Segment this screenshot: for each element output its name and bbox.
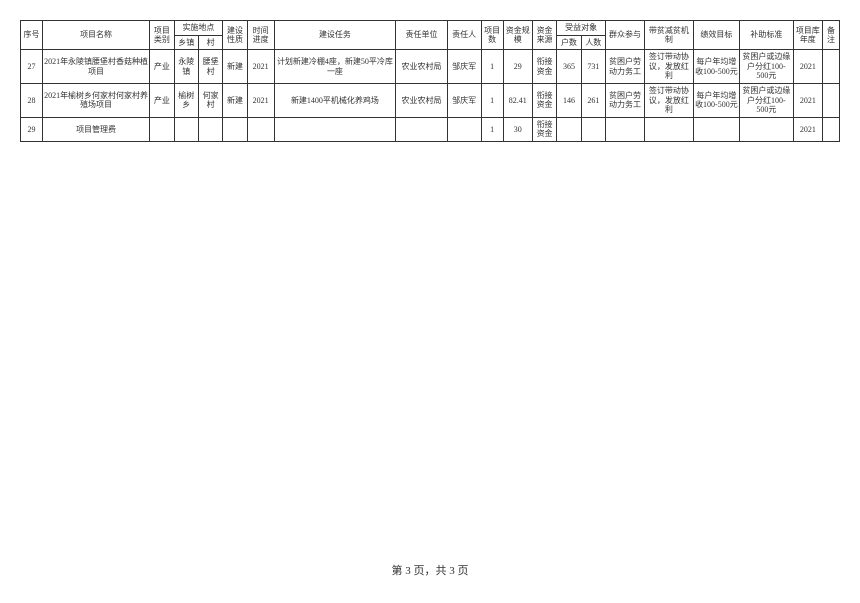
cell-year: 2021 (793, 117, 822, 141)
header-households: 户数 (557, 35, 581, 50)
cell-count: 1 (481, 117, 503, 141)
cell-source: 衔接资金 (532, 83, 556, 117)
cell-village (198, 117, 222, 141)
header-nature: 建设性质 (223, 21, 247, 50)
cell-people (581, 117, 605, 141)
cell-nature: 新建 (223, 50, 247, 84)
header-count: 项目数 (481, 21, 503, 50)
cell-task: 计划新建冷棚4座，新建50平冷库一座 (274, 50, 396, 84)
cell-village: 何家村 (198, 83, 222, 117)
cell-remark (822, 117, 839, 141)
cell-category (150, 117, 174, 141)
cell-performance: 每户年均增收100-500元 (693, 50, 739, 84)
cell-time (247, 117, 274, 141)
header-location: 实施地点 (174, 21, 223, 36)
header-beneficiary: 受益对象 (557, 21, 606, 36)
cell-respperson: 邹庆军 (447, 83, 481, 117)
cell-year: 2021 (793, 50, 822, 84)
header-task: 建设任务 (274, 21, 396, 50)
header-year: 项目库年度 (793, 21, 822, 50)
cell-respunit (396, 117, 447, 141)
cell-scale: 29 (503, 50, 532, 84)
cell-subsidy: 贫困户或边缘户分红100-500元 (740, 83, 794, 117)
cell-participation (606, 117, 645, 141)
cell-time: 2021 (247, 50, 274, 84)
cell-source: 衔接资金 (532, 50, 556, 84)
header-subsidy: 补助标准 (740, 21, 794, 50)
header-scale: 资金规模 (503, 21, 532, 50)
cell-task (274, 117, 396, 141)
cell-name: 项目管理费 (42, 117, 149, 141)
header-respperson: 责任人 (447, 21, 481, 50)
table-header: 序号 项目名称 项目类别 实施地点 建设性质 时间进度 建设任务 责任单位 责任… (21, 21, 840, 50)
cell-seq: 28 (21, 83, 43, 117)
header-seq: 序号 (21, 21, 43, 50)
table-row: 272021年永陵镇腰堡村香菇种植项目产业永陵镇腰堡村新建2021计划新建冷棚4… (21, 50, 840, 84)
cell-nature (223, 117, 247, 141)
cell-category: 产业 (150, 50, 174, 84)
cell-people: 731 (581, 50, 605, 84)
cell-respunit: 农业农村局 (396, 50, 447, 84)
header-town: 乡镇 (174, 35, 198, 50)
cell-respunit: 农业农村局 (396, 83, 447, 117)
header-respunit: 责任单位 (396, 21, 447, 50)
cell-nature: 新建 (223, 83, 247, 117)
header-category: 项目类别 (150, 21, 174, 50)
cell-performance: 每户年均增收100-500元 (693, 83, 739, 117)
cell-name: 2021年永陵镇腰堡村香菇种植项目 (42, 50, 149, 84)
cell-task: 新建1400平机械化养鸡场 (274, 83, 396, 117)
cell-remark (822, 83, 839, 117)
header-participation: 群众参与 (606, 21, 645, 50)
cell-people: 261 (581, 83, 605, 117)
cell-year: 2021 (793, 83, 822, 117)
table-body: 272021年永陵镇腰堡村香菇种植项目产业永陵镇腰堡村新建2021计划新建冷棚4… (21, 50, 840, 142)
cell-mechanism: 签订带动协议，发放红利 (645, 83, 694, 117)
cell-subsidy: 贫困户或边缘户分红100-500元 (740, 50, 794, 84)
cell-count: 1 (481, 83, 503, 117)
header-remark: 备注 (822, 21, 839, 50)
header-people: 人数 (581, 35, 605, 50)
cell-respperson (447, 117, 481, 141)
cell-subsidy (740, 117, 794, 141)
cell-category: 产业 (150, 83, 174, 117)
header-source: 资金来源 (532, 21, 556, 50)
header-village: 村 (198, 35, 222, 50)
cell-town: 永陵镇 (174, 50, 198, 84)
cell-remark (822, 50, 839, 84)
header-name: 项目名称 (42, 21, 149, 50)
cell-mechanism (645, 117, 694, 141)
cell-time: 2021 (247, 83, 274, 117)
cell-seq: 27 (21, 50, 43, 84)
cell-respperson: 邹庆军 (447, 50, 481, 84)
table-row: 29项目管理费 130衔接资金 2021 (21, 117, 840, 141)
cell-village: 腰堡村 (198, 50, 222, 84)
cell-seq: 29 (21, 117, 43, 141)
cell-town: 榆树乡 (174, 83, 198, 117)
cell-performance (693, 117, 739, 141)
cell-source: 衔接资金 (532, 117, 556, 141)
header-performance: 绩效目标 (693, 21, 739, 50)
cell-households (557, 117, 581, 141)
project-table: 序号 项目名称 项目类别 实施地点 建设性质 时间进度 建设任务 责任单位 责任… (20, 20, 840, 142)
cell-count: 1 (481, 50, 503, 84)
cell-scale: 30 (503, 117, 532, 141)
cell-participation: 贫困户劳动力务工 (606, 83, 645, 117)
table-row: 282021年榆树乡何家村何家村养殖场项目产业榆树乡何家村新建2021新建140… (21, 83, 840, 117)
header-time: 时间进度 (247, 21, 274, 50)
header-mechanism: 带贫减贫机制 (645, 21, 694, 50)
cell-town (174, 117, 198, 141)
cell-scale: 82.41 (503, 83, 532, 117)
cell-name: 2021年榆树乡何家村何家村养殖场项目 (42, 83, 149, 117)
cell-households: 365 (557, 50, 581, 84)
page-footer: 第 3 页，共 3 页 (0, 562, 860, 578)
cell-participation: 贫困户劳动力务工 (606, 50, 645, 84)
cell-mechanism: 签订带动协议，发放红利 (645, 50, 694, 84)
cell-households: 146 (557, 83, 581, 117)
